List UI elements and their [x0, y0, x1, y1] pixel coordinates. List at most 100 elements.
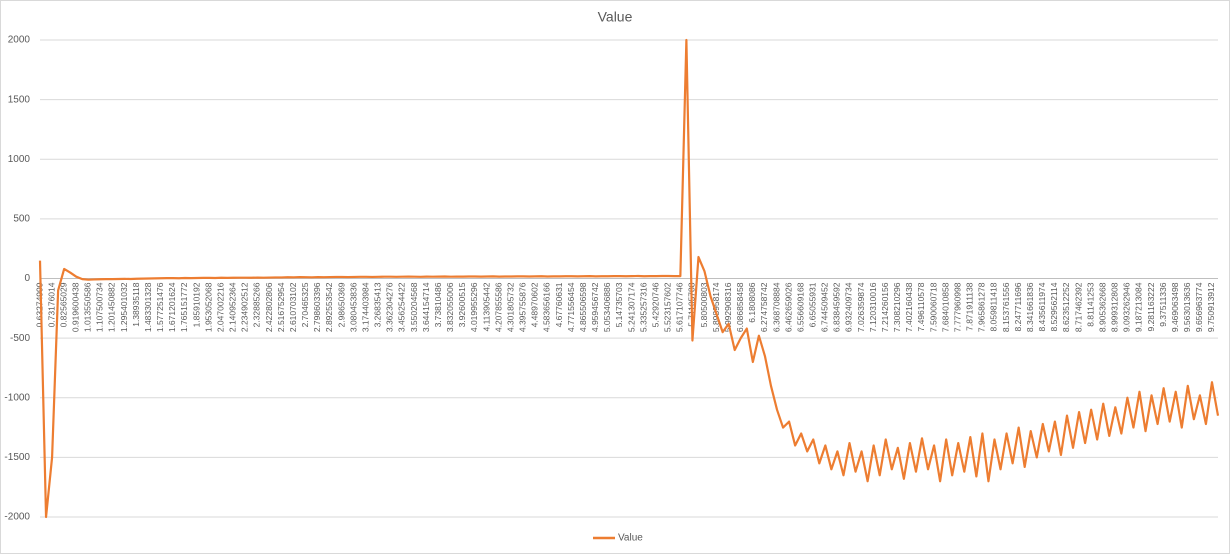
x-tick-label: 1.013550586: [83, 282, 93, 332]
x-tick-label: 0.919600438: [70, 282, 80, 332]
x-tick-label: 8.059811418: [989, 282, 999, 331]
x-tick-label: 0.73176014: [46, 282, 56, 327]
x-tick-label: 2.98650369: [336, 282, 346, 327]
x-tick-label: 0.82565029: [58, 282, 68, 327]
x-tick-label: 3.174403984: [360, 282, 370, 332]
x-tick-label: 4.865506598: [578, 282, 588, 332]
y-tick-label: 2000: [8, 35, 31, 46]
x-tick-label: 8.905362668: [1097, 282, 1107, 332]
x-tick-label: 9.37511336: [1158, 282, 1168, 327]
x-tick-label: 3.832055006: [445, 282, 455, 332]
x-tick-label: 4.395755876: [518, 282, 528, 332]
x-tick-label: 9.281163222: [1146, 282, 1156, 331]
x-tick-label: 1.953052068: [203, 282, 213, 332]
x-tick-label: 8.153761556: [1001, 282, 1011, 332]
x-tick-label: 7.120310016: [868, 282, 878, 332]
x-tick-label: 4.48970602: [530, 282, 540, 327]
data-line: [38, 38, 1220, 519]
x-tick-label: 3.92600515: [457, 282, 467, 327]
x-tick-label: 3.550204568: [409, 282, 419, 332]
x-tick-label: 5.617107746: [675, 282, 685, 332]
x-tick-label: 2.798603396: [312, 282, 322, 332]
x-tick-label: 6.1808086: [747, 282, 757, 322]
x-tick-label: 7.684010858: [940, 282, 950, 332]
x-tick-label: 8.717462392: [1073, 282, 1083, 332]
x-tick-label: 3.456254422: [397, 282, 407, 332]
x-tick-label: 4.207855586: [493, 282, 503, 332]
x-tick-label: 8.247711696: [1013, 282, 1023, 331]
chart-title: Value: [598, 9, 633, 25]
x-tick-label: 0.63274999: [34, 282, 44, 327]
x-tick-label: 9.563013636: [1182, 282, 1192, 332]
x-tick-label: 1.765151772: [179, 282, 189, 332]
x-tick-label: 7.777960998: [952, 282, 962, 332]
x-tick-label: 7.402160438: [904, 282, 914, 332]
x-tick-label: 6.838459592: [832, 282, 842, 332]
x-tick-label: 1.38935118: [131, 282, 141, 327]
x-tick-label: 8.529562114: [1049, 282, 1059, 331]
y-tick-label: 1500: [8, 94, 31, 105]
x-tick-label: 9.093262946: [1122, 282, 1132, 332]
x-tick-label: 2.70465325: [300, 282, 310, 327]
x-tick-label: 4.959456742: [590, 282, 600, 332]
x-tick-label: 5.992908316: [723, 282, 733, 332]
x-tick-label: 7.965861278: [977, 282, 987, 332]
x-tick-label: 5.898958174: [711, 282, 721, 332]
x-tick-label: 7.026359874: [856, 282, 866, 332]
x-tick-label: 9.750913912: [1206, 282, 1216, 332]
y-tick-label: 0: [24, 273, 30, 284]
x-tick-label: 1.85910192: [191, 282, 201, 327]
x-tick-label: 7.308210296: [892, 282, 902, 332]
x-tick-label: 4.67760631: [554, 282, 564, 327]
x-tick-label: 3.644154714: [421, 282, 431, 332]
x-tick-label: 6.462659026: [783, 282, 793, 332]
y-tick-label: -2000: [4, 512, 30, 523]
x-tick-label: 9.656963774: [1194, 282, 1204, 332]
legend-label: Value: [618, 533, 643, 544]
y-tick-label: -500: [10, 333, 30, 344]
x-tick-label: 5.80500803: [699, 282, 709, 327]
x-tick-label: 8.999312808: [1110, 282, 1120, 332]
x-tick-label: 5.053406886: [602, 282, 612, 332]
x-tick-label: 7.496110578: [916, 282, 926, 331]
y-tick-label: 500: [13, 214, 30, 225]
x-tick-label: 2.234902512: [240, 282, 250, 332]
x-tick-label: 4.113905442: [481, 282, 491, 331]
x-tick-label: 8.81141253: [1085, 282, 1095, 327]
x-tick-label: 1.295401032: [119, 282, 129, 332]
x-tick-label: 4.019955296: [469, 282, 479, 332]
x-tick-label: 9.469063498: [1170, 282, 1180, 332]
y-tick-label: -1500: [4, 452, 30, 463]
x-tick-label: 6.65055931: [808, 282, 818, 327]
x-tick-label: 6.556609168: [795, 282, 805, 332]
x-tick-label: 5.42920746: [650, 282, 660, 327]
x-tick-label: 2.32885266: [252, 282, 262, 327]
y-tick-label: -1000: [4, 392, 30, 403]
x-tick-label: 2.516752954: [276, 282, 286, 332]
x-tick-label: 7.871911138: [965, 282, 975, 331]
x-tick-label: 3.080453836: [348, 282, 358, 332]
x-tick-label: 3.73810486: [433, 282, 443, 327]
x-tick-label: 5.335257316: [638, 282, 648, 332]
x-tick-label: 6.274758742: [759, 282, 769, 332]
x-tick-label: 3.26835413: [373, 282, 383, 327]
x-tick-label: 9.187213084: [1134, 282, 1144, 332]
x-tick-label: 1.107500734: [95, 282, 105, 332]
x-tick-label: 8.341661836: [1025, 282, 1035, 332]
x-tick-label: 6.744509452: [820, 282, 830, 332]
x-tick-label: 2.422802806: [264, 282, 274, 332]
x-tick-label: 8.623512252: [1061, 282, 1071, 332]
x-tick-label: 3.362304276: [385, 282, 395, 332]
x-tick-label: 6.368708884: [771, 282, 781, 332]
x-tick-label: 7.590060718: [928, 282, 938, 332]
x-tick-label: 2.047002216: [215, 282, 225, 332]
x-tick-label: 7.214260156: [880, 282, 890, 332]
x-tick-label: 2.140952364: [228, 282, 238, 332]
x-tick-label: 8.435611974: [1037, 282, 1047, 331]
x-tick-label: 4.583656166: [542, 282, 552, 332]
x-tick-label: 5.14735703: [614, 282, 624, 327]
x-tick-label: 5.523157602: [663, 282, 673, 332]
x-tick-label: 1.671201624: [167, 282, 177, 332]
x-tick-label: 2.610703102: [288, 282, 298, 332]
